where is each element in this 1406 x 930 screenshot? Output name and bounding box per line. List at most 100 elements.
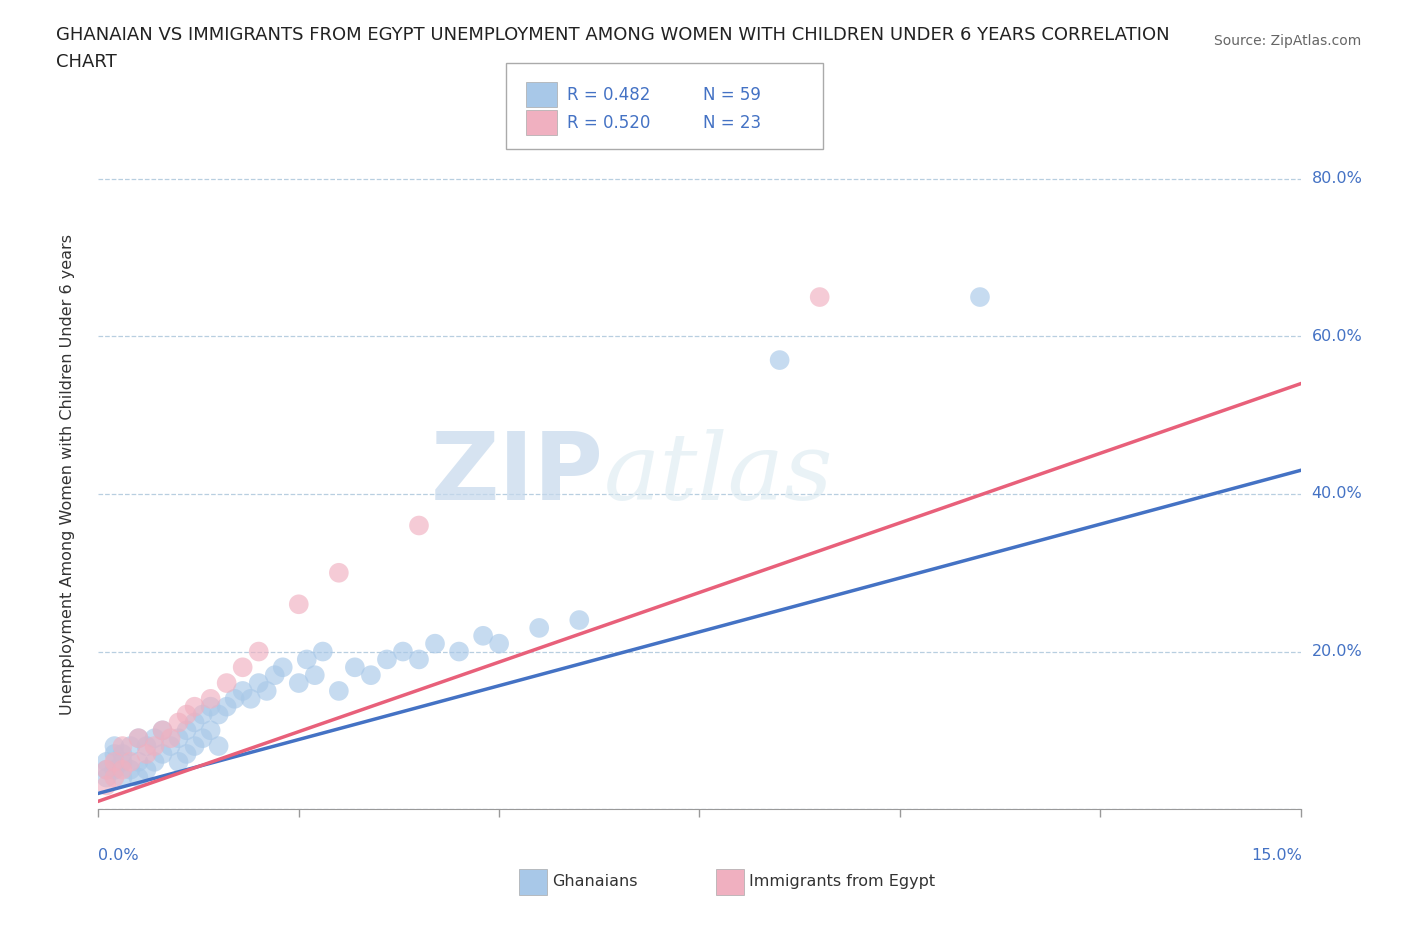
Point bbox=[120, 763, 142, 777]
Point bbox=[167, 731, 190, 746]
Text: atlas: atlas bbox=[603, 430, 832, 519]
Point bbox=[176, 723, 198, 737]
Point bbox=[111, 763, 134, 777]
Point bbox=[343, 660, 366, 675]
Point bbox=[288, 675, 311, 690]
Point bbox=[96, 770, 118, 785]
Point bbox=[271, 660, 294, 675]
Point bbox=[488, 636, 510, 651]
Point bbox=[529, 620, 551, 635]
Point bbox=[135, 763, 157, 777]
Point bbox=[191, 731, 214, 746]
Text: Ghanaians: Ghanaians bbox=[553, 874, 638, 889]
Point bbox=[568, 613, 591, 628]
Point bbox=[295, 652, 318, 667]
Point bbox=[263, 668, 285, 683]
Y-axis label: Unemployment Among Women with Children Under 6 years: Unemployment Among Women with Children U… bbox=[60, 233, 75, 715]
Point bbox=[103, 747, 125, 762]
Point bbox=[103, 738, 125, 753]
Text: 15.0%: 15.0% bbox=[1251, 848, 1302, 863]
Point bbox=[375, 652, 398, 667]
Point bbox=[96, 754, 118, 769]
Point bbox=[111, 747, 134, 762]
Text: 80.0%: 80.0% bbox=[1312, 171, 1362, 186]
Point bbox=[103, 754, 125, 769]
Text: N = 59: N = 59 bbox=[703, 86, 761, 103]
Point bbox=[135, 747, 157, 762]
Point bbox=[176, 707, 198, 722]
Point bbox=[232, 684, 254, 698]
Point bbox=[128, 731, 150, 746]
Point bbox=[808, 289, 831, 304]
Point bbox=[256, 684, 278, 698]
Text: 20.0%: 20.0% bbox=[1312, 644, 1362, 659]
Text: R = 0.520: R = 0.520 bbox=[567, 113, 650, 132]
Point bbox=[128, 754, 150, 769]
Point bbox=[111, 738, 134, 753]
Point bbox=[215, 675, 238, 690]
Text: 0.0%: 0.0% bbox=[98, 848, 139, 863]
Text: 60.0%: 60.0% bbox=[1312, 329, 1362, 344]
Point bbox=[200, 723, 222, 737]
Point bbox=[103, 763, 125, 777]
Point bbox=[408, 518, 430, 533]
Point bbox=[312, 644, 335, 659]
Point bbox=[96, 763, 118, 777]
Text: CHART: CHART bbox=[56, 53, 117, 71]
Point bbox=[143, 738, 166, 753]
Text: R = 0.482: R = 0.482 bbox=[567, 86, 650, 103]
Point bbox=[247, 644, 270, 659]
Point bbox=[328, 684, 350, 698]
Point bbox=[183, 715, 205, 730]
Point bbox=[152, 723, 174, 737]
Text: Immigrants from Egypt: Immigrants from Egypt bbox=[749, 874, 935, 889]
Point bbox=[239, 691, 262, 706]
Point bbox=[120, 738, 142, 753]
Point bbox=[969, 289, 991, 304]
Point bbox=[191, 707, 214, 722]
Point bbox=[167, 715, 190, 730]
Point bbox=[128, 770, 150, 785]
Point bbox=[152, 747, 174, 762]
Point bbox=[304, 668, 326, 683]
Point bbox=[143, 754, 166, 769]
Point bbox=[111, 770, 134, 785]
Point bbox=[288, 597, 311, 612]
Point bbox=[232, 660, 254, 675]
Point bbox=[208, 738, 231, 753]
Point bbox=[215, 699, 238, 714]
Point bbox=[200, 691, 222, 706]
Point bbox=[408, 652, 430, 667]
Text: Source: ZipAtlas.com: Source: ZipAtlas.com bbox=[1213, 34, 1361, 48]
Point bbox=[247, 675, 270, 690]
Point bbox=[224, 691, 246, 706]
Point bbox=[360, 668, 382, 683]
Point bbox=[208, 707, 231, 722]
Text: 40.0%: 40.0% bbox=[1312, 486, 1362, 501]
Text: GHANAIAN VS IMMIGRANTS FROM EGYPT UNEMPLOYMENT AMONG WOMEN WITH CHILDREN UNDER 6: GHANAIAN VS IMMIGRANTS FROM EGYPT UNEMPL… bbox=[56, 26, 1170, 44]
Point bbox=[96, 763, 118, 777]
Point bbox=[183, 699, 205, 714]
Point bbox=[768, 352, 790, 367]
Text: N = 23: N = 23 bbox=[703, 113, 761, 132]
Point bbox=[167, 754, 190, 769]
Point bbox=[472, 629, 495, 644]
Point bbox=[328, 565, 350, 580]
Point bbox=[103, 770, 125, 785]
Point bbox=[111, 754, 134, 769]
Point bbox=[152, 723, 174, 737]
Point bbox=[392, 644, 415, 659]
Point bbox=[159, 731, 181, 746]
Point bbox=[96, 778, 118, 793]
Point bbox=[135, 738, 157, 753]
Point bbox=[128, 731, 150, 746]
Point bbox=[143, 731, 166, 746]
Point bbox=[447, 644, 470, 659]
Point bbox=[120, 754, 142, 769]
Point bbox=[200, 699, 222, 714]
Point bbox=[176, 747, 198, 762]
Point bbox=[423, 636, 446, 651]
Point bbox=[183, 738, 205, 753]
Point bbox=[159, 738, 181, 753]
Text: ZIP: ZIP bbox=[430, 429, 603, 520]
